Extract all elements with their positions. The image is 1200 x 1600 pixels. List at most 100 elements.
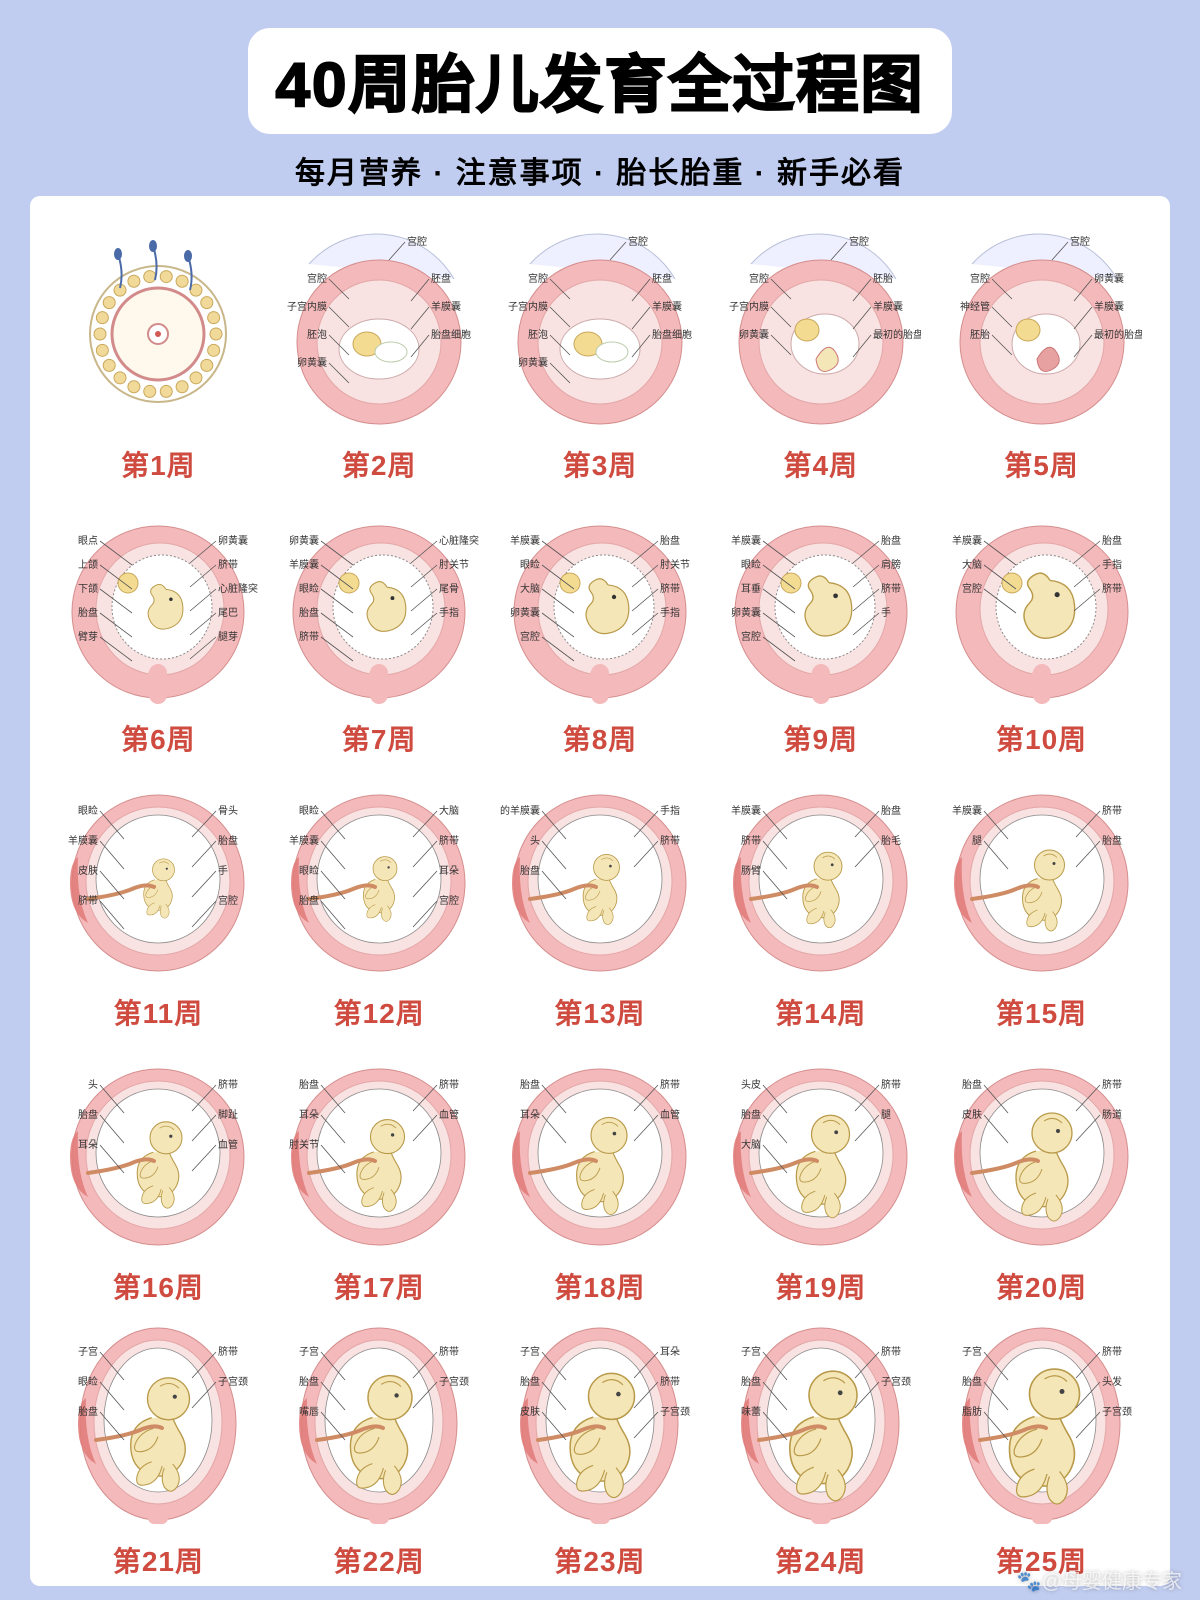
svg-text:子宫: 子宫 [962, 1345, 982, 1358]
svg-text:眼点: 眼点 [78, 535, 98, 547]
svg-text:子宫颈: 子宫颈 [660, 1405, 690, 1418]
svg-text:皮肤: 皮肤 [520, 1405, 540, 1418]
svg-text:脐带: 脐带 [660, 582, 680, 595]
svg-text:耳朵: 耳朵 [439, 865, 459, 877]
svg-text:子宫: 子宫 [78, 1345, 98, 1358]
svg-text:卵黄囊: 卵黄囊 [297, 356, 327, 369]
svg-text:大脑: 大脑 [439, 804, 459, 817]
fetus-diagram-icon: 子宫胎盘脂肪脐带头发子宫颈 [935, 1312, 1148, 1538]
week-label: 第4周 [784, 444, 859, 484]
svg-text:大脑: 大脑 [741, 1138, 761, 1151]
week-label: 第6周 [121, 718, 196, 758]
svg-text:血管: 血管 [439, 1108, 459, 1121]
svg-text:宫腔: 宫腔 [1070, 235, 1090, 248]
svg-text:宫腔: 宫腔 [749, 272, 769, 285]
svg-text:胚盘: 胚盘 [431, 272, 451, 285]
svg-text:胎盘: 胎盘 [218, 834, 238, 847]
svg-text:头: 头 [530, 835, 540, 847]
svg-text:胎盘: 胎盘 [78, 606, 98, 619]
svg-text:卵黄囊: 卵黄囊 [739, 328, 769, 341]
fetus-diagram-icon: 眼睑羊膜囊眼睑胎盘大脑脐带耳朵宫腔 [273, 764, 486, 990]
svg-text:耳朵: 耳朵 [78, 1139, 98, 1151]
svg-text:充满羊水的羊膜囊: 充满羊水的羊膜囊 [500, 804, 540, 817]
svg-text:胎盘: 胎盘 [299, 894, 319, 907]
svg-text:头: 头 [88, 1079, 98, 1091]
fetus-diagram-icon: 头胎盘耳朵脐带脚趾血管 [52, 1038, 265, 1264]
svg-text:血管: 血管 [660, 1108, 680, 1121]
fetus-diagram-icon: 羊膜囊大脑宫腔胎盘手指脐带 [935, 490, 1148, 716]
svg-text:眼睑: 眼睑 [299, 804, 319, 817]
svg-text:羊膜囊: 羊膜囊 [1094, 300, 1124, 313]
svg-text:子宫内膜: 子宫内膜 [729, 300, 769, 313]
fetus-diagram-icon: 子宫胎盘味蕾脐带子宫颈 [714, 1312, 927, 1538]
week-label: 第13周 [554, 992, 645, 1032]
svg-text:头皮: 头皮 [741, 1078, 761, 1091]
svg-text:胎盘: 胎盘 [881, 534, 901, 547]
svg-text:肠臂: 肠臂 [741, 864, 761, 877]
svg-text:羊膜囊: 羊膜囊 [731, 534, 761, 547]
week-cell: 宫腔子宫内膜胚泡卵黄囊胚盘羊膜囊胎盘细胞宫腔第2周 [273, 216, 486, 484]
week-cell: 子宫胎盘嘴唇脐带子宫颈第22周 [273, 1312, 486, 1580]
svg-text:皮肤: 皮肤 [962, 1108, 982, 1121]
week-cell: 子宫胎盘味蕾脐带子宫颈第24周 [714, 1312, 927, 1580]
svg-text:脐带: 脐带 [439, 1078, 459, 1091]
svg-text:胚泡: 胚泡 [307, 328, 327, 341]
svg-text:肩膀: 肩膀 [881, 558, 901, 571]
week-cell: 子宫眼睑胎盘脐带子宫颈第21周 [52, 1312, 265, 1580]
week-cell: 卵黄囊羊膜囊眼睑胎盘脐带心脏隆突肘关节尾骨手指第7周 [273, 490, 486, 758]
week-label: 第16周 [113, 1266, 204, 1306]
svg-text:卵黄囊: 卵黄囊 [218, 534, 248, 547]
fetus-diagram-icon: 胎盘耳朵肘关节脐带血管 [273, 1038, 486, 1264]
svg-text:肘关节: 肘关节 [660, 558, 690, 571]
svg-text:胎盘: 胎盘 [299, 1078, 319, 1091]
svg-text:宫腔: 宫腔 [520, 630, 540, 643]
svg-text:胚泡: 胚泡 [528, 328, 548, 341]
svg-text:羊膜囊: 羊膜囊 [289, 834, 319, 847]
svg-text:脐带: 脐带 [1102, 1078, 1122, 1091]
svg-text:尾骨: 尾骨 [439, 583, 459, 595]
svg-text:胚胎: 胚胎 [873, 272, 893, 285]
svg-text:宫腔: 宫腔 [307, 272, 327, 285]
week-cell: 羊膜囊脐带肠臂胎盘胎毛第14周 [714, 764, 927, 1032]
week-label: 第17周 [334, 1266, 425, 1306]
week-label: 第14周 [775, 992, 866, 1032]
week-label: 第19周 [775, 1266, 866, 1306]
svg-text:胎盘: 胎盘 [962, 1078, 982, 1091]
svg-text:脐带: 脐带 [1102, 1345, 1122, 1358]
svg-text:宫腔: 宫腔 [849, 235, 869, 248]
svg-text:脐带: 脐带 [1102, 804, 1122, 817]
svg-text:眼睑: 眼睑 [78, 804, 98, 817]
fetus-diagram-icon: 子宫眼睑胎盘脐带子宫颈 [52, 1312, 265, 1538]
week-cell: 眼点上颌下颌胎盘臂芽卵黄囊脐带心脏隆突尾巴腿芽第6周 [52, 490, 265, 758]
svg-text:胎盘: 胎盘 [520, 1375, 540, 1388]
svg-text:脐带: 脐带 [881, 1078, 901, 1091]
svg-text:羊膜囊: 羊膜囊 [952, 804, 982, 817]
svg-text:宫腔: 宫腔 [628, 235, 648, 248]
svg-text:臂芽: 臂芽 [78, 630, 98, 643]
week-label: 第1周 [121, 444, 196, 484]
week-cell: 羊膜囊腿脐带胎盘第15周 [935, 764, 1148, 1032]
svg-text:耳垂: 耳垂 [741, 583, 761, 595]
svg-text:肘关节: 肘关节 [289, 1138, 319, 1151]
week-grid: 第1周宫腔子宫内膜胚泡卵黄囊胚盘羊膜囊胎盘细胞宫腔第2周宫腔子宫内膜胚泡卵黄囊胚… [52, 216, 1148, 1580]
svg-text:脐带: 脐带 [660, 1078, 680, 1091]
svg-text:脐带: 脐带 [1102, 582, 1122, 595]
svg-text:羊膜囊: 羊膜囊 [431, 300, 461, 313]
svg-text:手指: 手指 [439, 606, 459, 619]
svg-text:脐带: 脐带 [439, 834, 459, 847]
svg-text:子宫颈: 子宫颈 [439, 1375, 469, 1388]
svg-text:嘴唇: 嘴唇 [299, 1406, 319, 1418]
header: 40周胎儿发育全过程图 每月营养 · 注意事项 · 胎长胎重 · 新手必看 [0, 0, 1200, 202]
svg-text:宫腔: 宫腔 [970, 272, 990, 285]
svg-text:脐带: 脐带 [218, 558, 238, 571]
week-cell: 宫腔子宫内膜胚泡卵黄囊胚盘羊膜囊胎盘细胞宫腔第3周 [494, 216, 707, 484]
svg-text:神经管: 神经管 [960, 300, 990, 313]
week-label: 第24周 [775, 1540, 866, 1580]
svg-text:脚趾: 脚趾 [218, 1108, 238, 1121]
week-cell: 宫腔子宫内膜卵黄囊胚胎羊膜囊最初的胎盘宫腔第4周 [714, 216, 927, 484]
fetus-diagram-icon: 羊膜囊腿脐带胎盘 [935, 764, 1148, 990]
fetus-diagram-icon: 羊膜囊脐带肠臂胎盘胎毛 [714, 764, 927, 990]
svg-text:脐带: 脐带 [218, 1345, 238, 1358]
svg-text:宫腔: 宫腔 [439, 894, 459, 907]
svg-text:脐带: 脐带 [299, 630, 319, 643]
